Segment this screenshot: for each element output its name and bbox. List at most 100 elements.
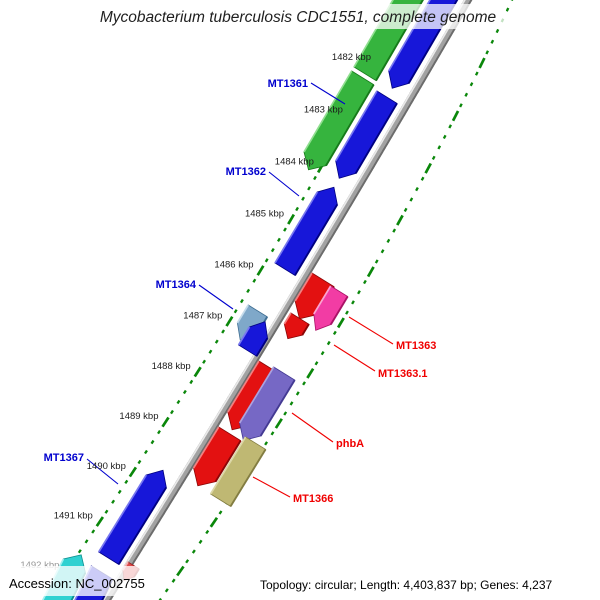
tick-mark bbox=[409, 197, 414, 202]
tick-mark bbox=[374, 259, 379, 264]
tick-mark bbox=[218, 510, 223, 515]
tick-mark bbox=[431, 155, 436, 160]
gene-label-MT1361[interactable]: MT1361 bbox=[268, 78, 308, 90]
gene-arrow-blue-small[interactable] bbox=[238, 321, 268, 357]
gene-arrow-shadow bbox=[214, 440, 242, 483]
genome-axis-line bbox=[102, 0, 473, 600]
tick-mark bbox=[208, 349, 213, 354]
tick-mark bbox=[451, 110, 460, 122]
scale-tick-label-1485: 1485 kbp bbox=[245, 208, 284, 219]
tick-mark bbox=[295, 206, 299, 212]
scale-tick-label-1482: 1482 kbp bbox=[332, 52, 371, 63]
gene-arrow-highlight bbox=[192, 426, 220, 469]
leader-line-MT1363.1 bbox=[333, 344, 376, 372]
tick-mark bbox=[221, 329, 226, 334]
tick-mark bbox=[198, 539, 203, 544]
gene-arrow-MT1362[interactable] bbox=[274, 186, 338, 276]
genome-axis-shadow bbox=[109, 0, 473, 600]
gene-arrow-highlight bbox=[236, 304, 249, 324]
tick-mark bbox=[283, 411, 288, 416]
genome-info-label: Topology: circular; Length: 4,403,837 bp… bbox=[260, 578, 553, 592]
tick-mark bbox=[171, 578, 176, 583]
tick-mark bbox=[205, 529, 210, 535]
tick-mark bbox=[442, 134, 447, 140]
gene-label-MT1362[interactable]: MT1362 bbox=[226, 166, 266, 178]
gene-label-phbA[interactable]: phbA bbox=[336, 438, 364, 450]
tick-mark bbox=[366, 266, 375, 278]
tick-mark bbox=[191, 549, 196, 554]
accession-label: Accession: NC_002755 bbox=[9, 576, 145, 591]
tick-mark bbox=[287, 213, 295, 225]
tick-mark bbox=[392, 228, 397, 233]
tick-mark bbox=[307, 186, 311, 191]
tick-mark bbox=[314, 361, 319, 366]
tick-mark bbox=[459, 103, 463, 108]
gene-arrow-shadow bbox=[354, 102, 398, 174]
scale-tick-label-1483: 1483 kbp bbox=[304, 105, 343, 116]
tick-mark bbox=[137, 459, 142, 465]
gene-arrow-MT1367[interactable] bbox=[98, 469, 167, 565]
tick-mark bbox=[91, 529, 96, 534]
tick-mark bbox=[469, 82, 474, 87]
accession-backdrop bbox=[0, 566, 150, 596]
gene-arrow-shadow bbox=[229, 448, 267, 507]
gene-arrow-shadow bbox=[294, 203, 339, 276]
tick-mark bbox=[464, 92, 469, 97]
tick-mark bbox=[182, 389, 187, 395]
tick-mark bbox=[437, 145, 442, 150]
tick-mark bbox=[170, 409, 174, 415]
tick-mark bbox=[403, 207, 408, 213]
gene-label-MT1364[interactable]: MT1364 bbox=[156, 279, 197, 291]
tick-mark bbox=[396, 214, 404, 226]
gene-label-MT1363[interactable]: MT1363 bbox=[396, 340, 436, 352]
tick-mark bbox=[252, 278, 257, 283]
tick-mark bbox=[225, 315, 234, 327]
tick-mark bbox=[380, 249, 385, 254]
tick-mark bbox=[505, 7, 510, 12]
tick-mark bbox=[420, 176, 425, 181]
tick-mark bbox=[209, 516, 219, 528]
tick-mark bbox=[363, 279, 367, 285]
scale-tick-label-1490: 1490 kbp bbox=[87, 461, 126, 472]
tick-mark bbox=[124, 479, 129, 485]
gene-label-MT1363.1[interactable]: MT1363.1 bbox=[378, 368, 428, 380]
tick-mark bbox=[150, 439, 155, 445]
tick-mark bbox=[320, 351, 325, 356]
page-title: Mycobacterium tuberculosis CDC1551, comp… bbox=[100, 9, 497, 26]
scale-tick-dots bbox=[45, 0, 514, 600]
gene-arrow-shadow bbox=[329, 296, 349, 326]
gene-label-MT1366[interactable]: MT1366 bbox=[293, 493, 333, 505]
tick-mark bbox=[336, 317, 345, 329]
tick-mark bbox=[77, 549, 82, 554]
gene-arrow-highlight bbox=[334, 90, 378, 162]
title-backdrop bbox=[90, 4, 506, 29]
gene-arrows bbox=[41, 0, 459, 600]
tick-mark bbox=[478, 57, 486, 69]
tick-mark bbox=[326, 340, 331, 346]
tick-mark bbox=[301, 196, 305, 201]
tick-mark bbox=[161, 416, 170, 428]
tick-mark bbox=[111, 499, 116, 504]
tick-mark bbox=[239, 298, 244, 304]
tick-mark bbox=[256, 265, 265, 276]
gene-label-MT1367[interactable]: MT1367 bbox=[44, 452, 84, 464]
tick-mark bbox=[415, 187, 419, 192]
genome-axis bbox=[102, 0, 473, 600]
genome-info-backdrop bbox=[254, 572, 594, 596]
scale-tick-label-1489: 1489 kbp bbox=[119, 411, 158, 422]
scale-tick-label-1487: 1487 kbp bbox=[183, 310, 222, 321]
leader-line-MT1363 bbox=[348, 316, 394, 345]
tick-mark bbox=[128, 466, 138, 478]
gene-arrow-highlight bbox=[313, 285, 332, 315]
tick-mark bbox=[495, 28, 500, 34]
tick-mark bbox=[246, 288, 251, 294]
tick-mark bbox=[490, 39, 495, 44]
gene-arrow-shadow bbox=[255, 337, 269, 357]
gene-arrow-highlight bbox=[237, 326, 251, 346]
gene-arrow-shadow bbox=[375, 0, 424, 82]
tick-mark bbox=[164, 588, 169, 593]
tick-mark bbox=[214, 339, 219, 344]
scale-tick-labels: 1482 kbp 1483 kbp 1484 kbp 1485 kbp 1486 kbp… bbox=[20, 52, 371, 571]
